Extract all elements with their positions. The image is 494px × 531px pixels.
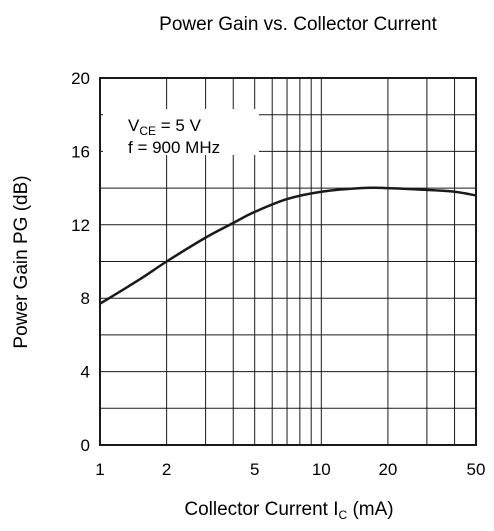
grid bbox=[100, 78, 476, 445]
x-tick-label: 2 bbox=[162, 460, 171, 479]
y-tick-label: 20 bbox=[71, 69, 90, 88]
annotation-frequency: f = 900 MHz bbox=[128, 138, 220, 157]
annotation-box bbox=[103, 109, 259, 155]
y-tick-label: 0 bbox=[81, 436, 90, 455]
x-tick-label: 50 bbox=[467, 460, 486, 479]
series-layer bbox=[99, 186, 477, 305]
x-tick-label: 5 bbox=[250, 460, 259, 479]
y-tick-label: 16 bbox=[71, 142, 90, 161]
plot-frame bbox=[99, 77, 477, 446]
series-line bbox=[99, 186, 477, 305]
y-tick-label: 12 bbox=[71, 216, 90, 235]
x-axis-label: Collector Current IC (mA) bbox=[184, 499, 393, 522]
x-tick-labels: 1 2 5 10 20 50 bbox=[95, 460, 485, 479]
annotation-vce: VCE = 5 V bbox=[128, 116, 202, 138]
x-tick-label: 1 bbox=[95, 460, 104, 479]
y-tick-label: 8 bbox=[81, 289, 90, 308]
chart-title: Power Gain vs. Collector Current bbox=[159, 14, 437, 35]
x-tick-label: 10 bbox=[312, 460, 331, 479]
y-tick-labels: 0 4 8 12 16 20 bbox=[71, 69, 90, 455]
y-axis-label: Power Gain PG (dB) bbox=[11, 175, 32, 348]
y-tick-label: 4 bbox=[81, 363, 90, 382]
x-tick-label: 20 bbox=[378, 460, 397, 479]
